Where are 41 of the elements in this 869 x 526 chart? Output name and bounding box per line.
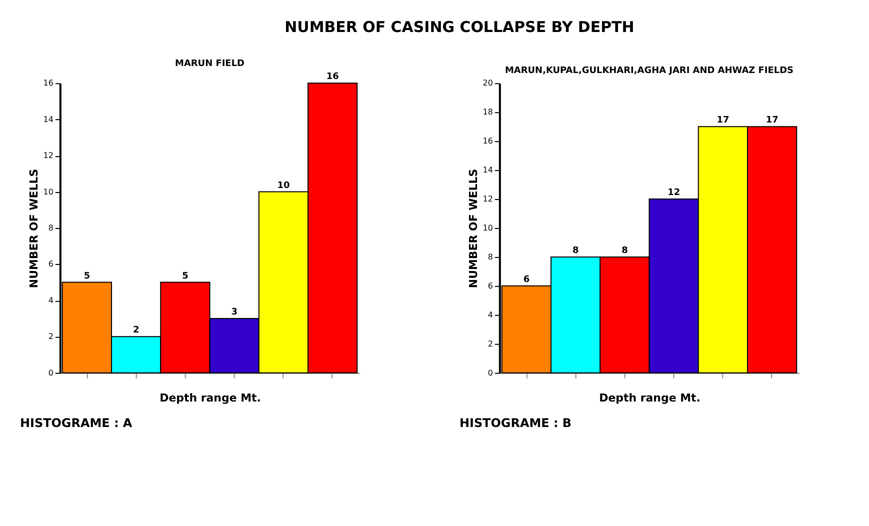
- text: HISTOGRAME : A: [20, 416, 133, 430]
- y-tick-label: 0: [488, 368, 493, 378]
- data-label: 8: [572, 246, 579, 256]
- y-tick-label: 8: [488, 252, 493, 262]
- data-label: 3: [231, 308, 238, 318]
- chart-title: MARUN FIELD: [175, 59, 244, 70]
- data-label: 6: [523, 274, 530, 285]
- y-tick-label: 2: [488, 339, 493, 348]
- data-label: 5: [182, 271, 188, 282]
- y-tick-label: 2: [48, 332, 54, 342]
- y-tick-label: 20: [482, 78, 493, 88]
- data-label: 8: [622, 246, 628, 256]
- y-tick-label: 14: [482, 166, 493, 175]
- y-tick-label: 16: [482, 136, 493, 146]
- y-tick-label: 12: [43, 151, 54, 160]
- y-tick-label: 10: [482, 223, 493, 232]
- y-tick-label: 4: [488, 310, 493, 320]
- data-label: 16: [326, 72, 339, 82]
- y-tick-label: 0: [48, 368, 54, 378]
- data-label: 12: [668, 188, 680, 198]
- data-label: 17: [766, 116, 778, 126]
- y-tick-label: 16: [43, 78, 54, 88]
- y-tick-label: 4: [48, 296, 54, 305]
- y-tick-label: 6: [48, 260, 54, 269]
- y-tick-label: 10: [43, 187, 54, 196]
- chart-title: MARUN,KUPAL,GULKHARI,AGHA JARI AND AHWAZ FIELDS: [504, 66, 794, 76]
- x-axis-title: Depth range Mt.: [160, 391, 261, 404]
- y-tick-label: 12: [482, 194, 493, 204]
- y-tick-label: 18: [482, 108, 493, 117]
- y-tick-label: 14: [43, 114, 54, 124]
- text: HISTOGRAME : B: [459, 416, 572, 430]
- data-label: 10: [277, 180, 290, 191]
- data-label: 5: [84, 271, 90, 282]
- y-axis-title: NUMBER OF WELLS: [27, 168, 40, 288]
- x-axis-title: Depth range Mt.: [599, 391, 700, 404]
- data-label: 17: [716, 116, 730, 126]
- y-tick-label: 8: [48, 223, 54, 232]
- y-tick-label: 6: [488, 281, 493, 290]
- text: NUMBER OF CASING COLLAPSE BY DEPTH: [284, 18, 634, 36]
- y-axis-title: NUMBER OF WELLS: [466, 168, 480, 288]
- data-label: 2: [132, 326, 140, 336]
